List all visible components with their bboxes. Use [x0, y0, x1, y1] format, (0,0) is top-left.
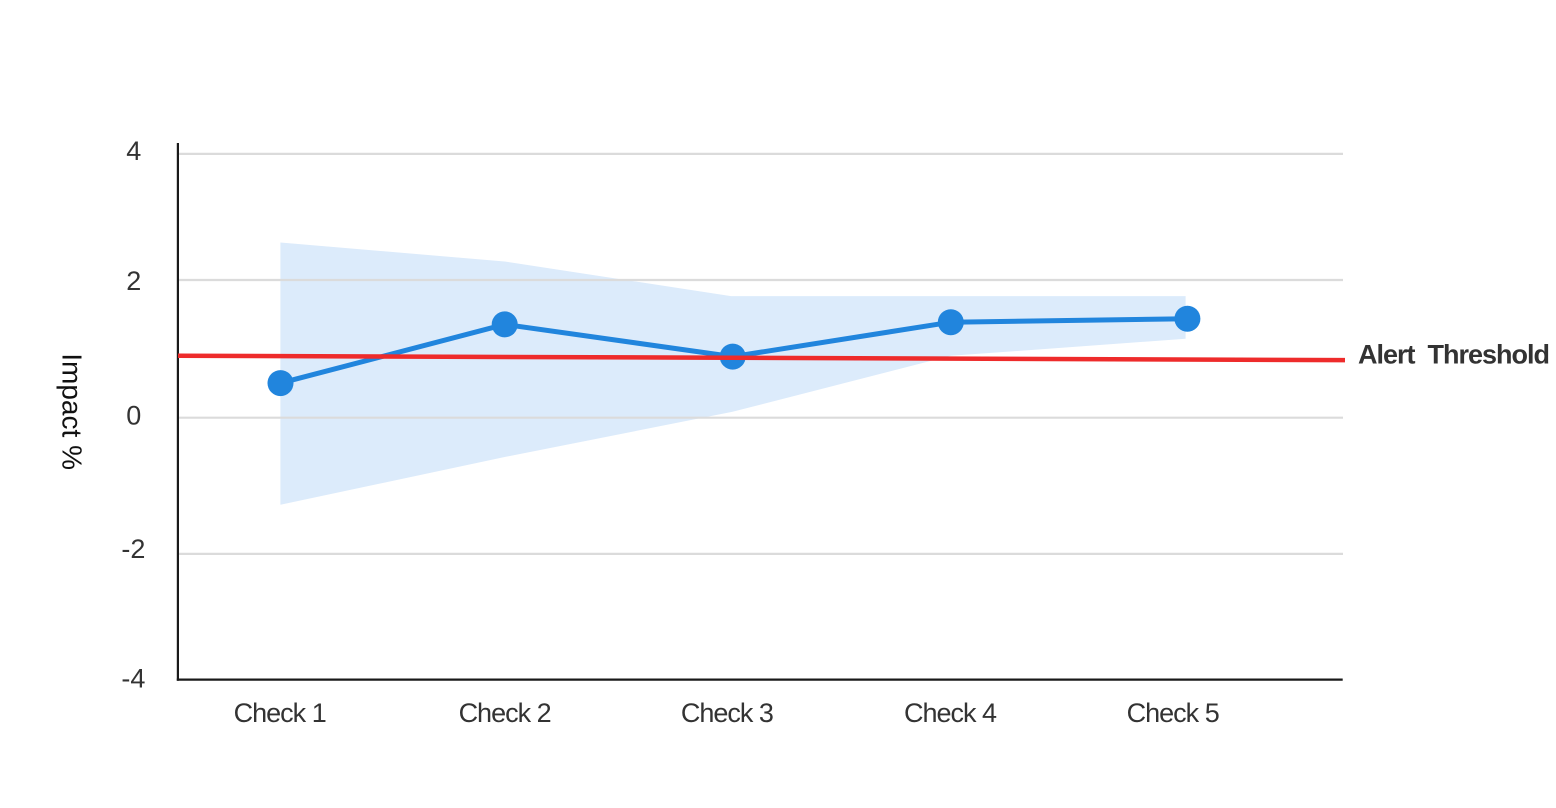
svg-text:4: 4	[126, 136, 141, 166]
svg-text:-2: -2	[121, 534, 145, 564]
svg-text:-4: -4	[121, 664, 145, 694]
svg-text:Check 4: Check 4	[904, 698, 997, 728]
svg-text:0: 0	[126, 400, 141, 430]
svg-text:Check 1: Check 1	[234, 698, 326, 728]
svg-text:Check 5: Check 5	[1127, 698, 1219, 728]
svg-text:2: 2	[126, 266, 141, 296]
svg-text:Alert Threshold: Alert Threshold	[1358, 339, 1549, 369]
svg-text:Check 2: Check 2	[459, 698, 551, 728]
svg-text:Impact %: Impact %	[57, 353, 88, 470]
svg-text:Check 3: Check 3	[681, 698, 773, 728]
